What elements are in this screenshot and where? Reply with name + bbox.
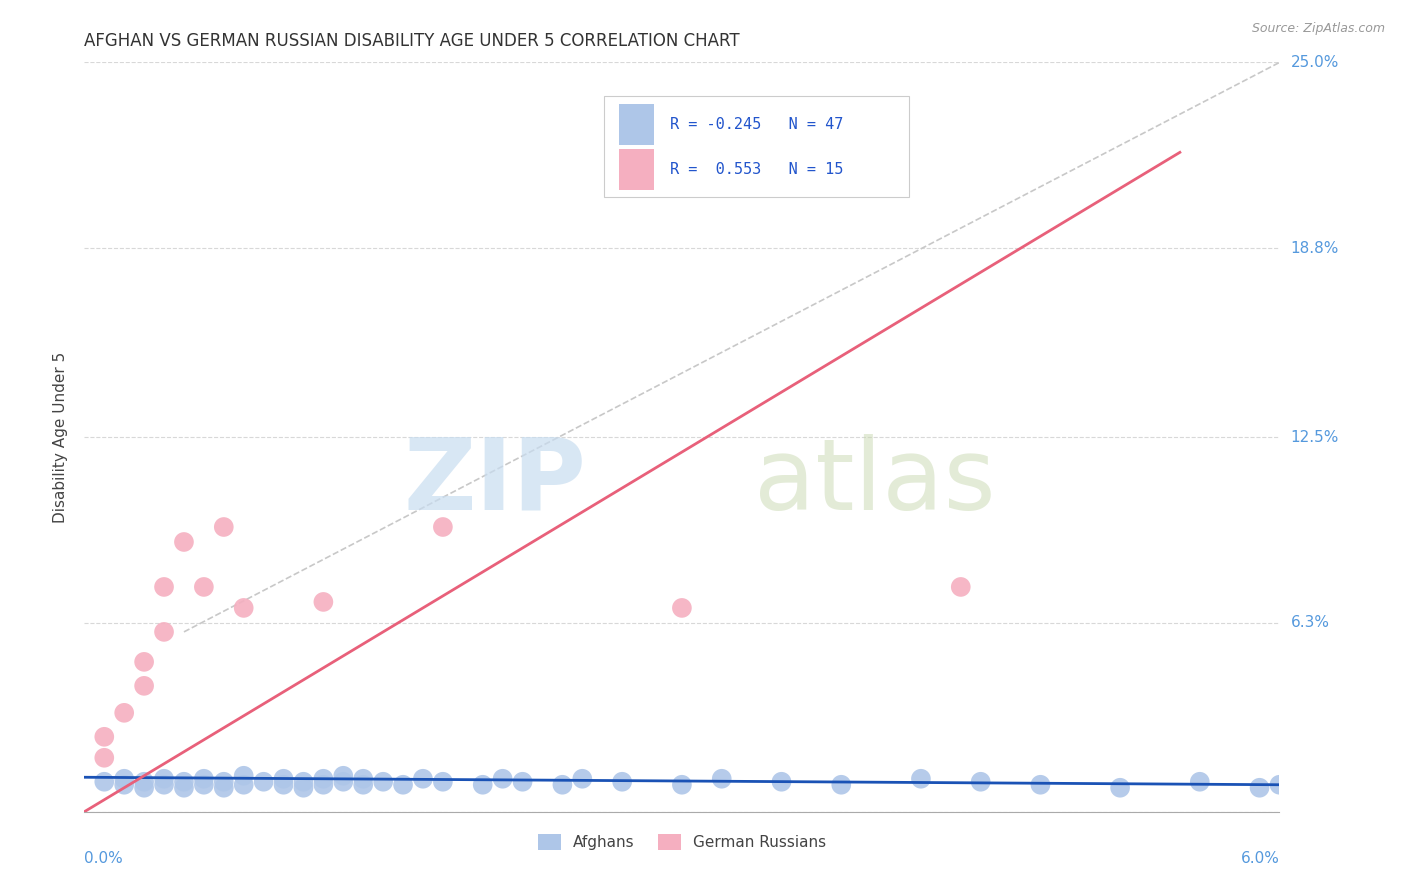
Point [671, 778, 693, 792]
Point [1029, 778, 1052, 792]
Point [352, 772, 374, 786]
Text: 6.0%: 6.0% [1240, 851, 1279, 865]
Text: 0.0%: 0.0% [84, 851, 124, 865]
Point [1249, 780, 1271, 795]
Point [153, 580, 176, 594]
Point [312, 778, 335, 792]
Point [710, 772, 733, 786]
Point [132, 774, 156, 789]
Point [949, 580, 972, 594]
Point [112, 772, 135, 786]
Point [432, 520, 454, 534]
Point [153, 624, 176, 639]
Point [770, 774, 793, 789]
Point [273, 772, 295, 786]
Point [112, 706, 135, 720]
Point [551, 778, 574, 792]
Text: ZIP: ZIP [404, 434, 586, 531]
Point [1188, 774, 1211, 789]
Point [93, 751, 115, 765]
Point [292, 780, 315, 795]
Text: R = -0.245   N = 47: R = -0.245 N = 47 [671, 117, 844, 132]
Point [571, 772, 593, 786]
Point [212, 774, 235, 789]
Point [232, 778, 254, 792]
Point [312, 772, 335, 786]
Point [970, 774, 993, 789]
Point [212, 780, 235, 795]
Text: 25.0%: 25.0% [1291, 55, 1339, 70]
Point [830, 778, 852, 792]
Point [132, 780, 156, 795]
FancyBboxPatch shape [619, 103, 654, 145]
Text: AFGHAN VS GERMAN RUSSIAN DISABILITY AGE UNDER 5 CORRELATION CHART: AFGHAN VS GERMAN RUSSIAN DISABILITY AGE … [84, 32, 740, 50]
FancyBboxPatch shape [605, 96, 910, 197]
Point [432, 774, 454, 789]
Point [132, 655, 156, 669]
Point [193, 580, 215, 594]
Point [153, 778, 176, 792]
Point [512, 774, 534, 789]
Point [492, 772, 515, 786]
Point [193, 778, 215, 792]
Point [153, 772, 176, 786]
Point [292, 774, 315, 789]
Point [173, 774, 195, 789]
Point [332, 769, 354, 783]
Point [232, 769, 254, 783]
Text: 12.5%: 12.5% [1291, 430, 1339, 444]
Point [1109, 780, 1132, 795]
Text: R =  0.553   N = 15: R = 0.553 N = 15 [671, 162, 844, 178]
Point [273, 778, 295, 792]
Point [132, 679, 156, 693]
Legend: Afghans, German Russians: Afghans, German Russians [531, 829, 832, 856]
FancyBboxPatch shape [619, 149, 654, 190]
Point [471, 778, 494, 792]
Point [671, 601, 693, 615]
Point [173, 780, 195, 795]
Point [232, 601, 254, 615]
Text: 6.3%: 6.3% [1291, 615, 1330, 631]
Point [93, 730, 115, 744]
Point [332, 774, 354, 789]
Point [910, 772, 932, 786]
Y-axis label: Disability Age Under 5: Disability Age Under 5 [53, 351, 69, 523]
Point [412, 772, 434, 786]
Text: Source: ZipAtlas.com: Source: ZipAtlas.com [1251, 22, 1385, 36]
Point [93, 774, 115, 789]
Point [612, 774, 634, 789]
Point [352, 778, 374, 792]
Text: 18.8%: 18.8% [1291, 241, 1339, 256]
Point [1268, 778, 1291, 792]
Point [312, 595, 335, 609]
Point [173, 535, 195, 549]
Point [392, 778, 415, 792]
Point [373, 774, 395, 789]
Point [212, 520, 235, 534]
Text: atlas: atlas [754, 434, 995, 531]
Point [193, 772, 215, 786]
Point [253, 774, 276, 789]
Point [112, 778, 135, 792]
